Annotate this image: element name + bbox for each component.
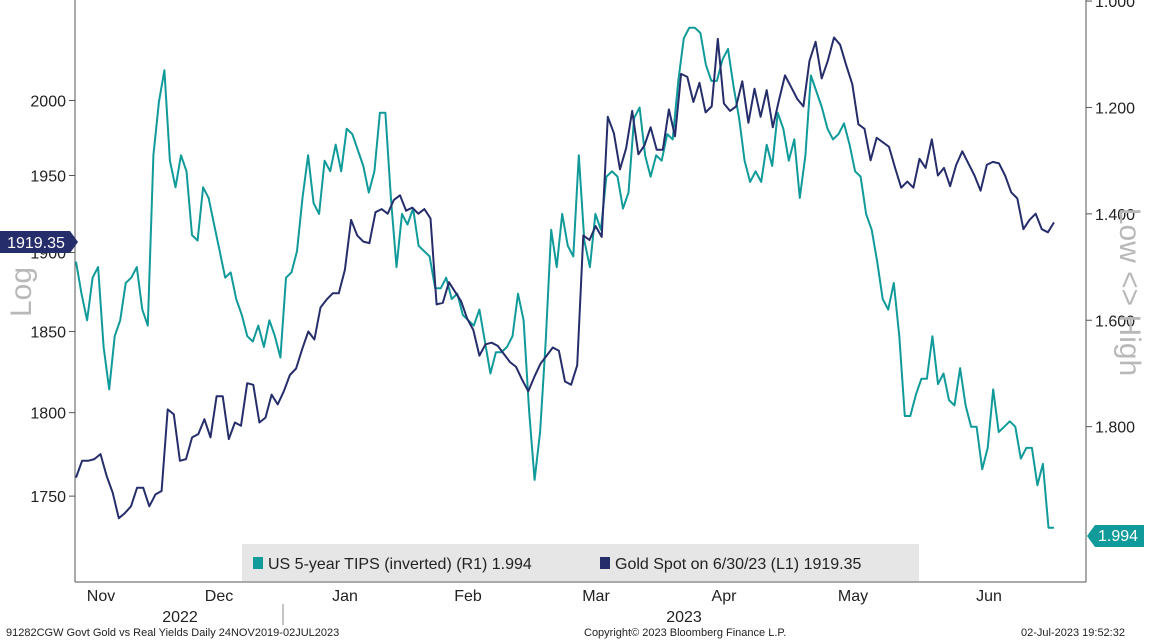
legend-background	[242, 544, 919, 581]
right-tick-label: 1.200	[1095, 100, 1135, 117]
right-tick-label: 1.800	[1095, 420, 1135, 437]
legend-label-gold: Gold Spot on 6/30/23 (L1) 1919.35	[615, 556, 862, 573]
x-month-label: Mar	[582, 588, 610, 605]
left-tick-label: 1850	[30, 324, 66, 341]
footer-copyright: Copyright© 2023 Bloomberg Finance L.P.	[584, 627, 787, 639]
left-last-value-tag: 1919.35	[0, 231, 78, 253]
right-tick-label: 1.400	[1095, 207, 1135, 224]
legend-label-tips: US 5-year TIPS (inverted) (R1) 1.994	[268, 556, 532, 573]
footer-source: 91282CGW Govt Gold vs Real Yields Daily …	[6, 627, 340, 639]
left-tick-label: 1950	[30, 169, 66, 186]
legend-swatch-gold	[600, 557, 610, 569]
left-tick-label: 1800	[30, 406, 66, 423]
right-axis-title: Low <> High	[1113, 208, 1146, 376]
left-axis-title: Log	[5, 267, 38, 317]
right-tick-label: 1.000	[1095, 0, 1135, 11]
x-month-label: Apr	[712, 588, 738, 605]
right-tag-text: 1.994	[1098, 528, 1138, 545]
left-tick-label: 2000	[30, 93, 66, 110]
gold-series-line	[75, 36, 1055, 520]
left-tag-text: 1919.35	[7, 235, 65, 252]
x-month-label: Jun	[976, 588, 1002, 605]
x-axis-ticks: Nov Dec Jan Feb Mar Apr May Jun 2022 2023	[87, 588, 1002, 626]
right-tick-label: 1.600	[1095, 313, 1135, 330]
right-last-value-tag: 1.994	[1087, 525, 1144, 547]
right-tag-background	[1087, 525, 1144, 547]
x-month-label: Jan	[332, 588, 358, 605]
x-month-label: Dec	[205, 588, 233, 605]
x-year-label: 2022	[162, 609, 198, 626]
right-axis-ticks: 1.000 1.200 1.400 1.600 1.800	[1086, 0, 1135, 437]
x-year-label: 2023	[666, 609, 702, 626]
series-layer	[75, 26, 1055, 529]
x-month-label: May	[838, 588, 868, 605]
footer-timestamp: 02-Jul-2023 19:52:32	[1021, 627, 1125, 639]
left-tick-label: 1750	[30, 489, 66, 506]
x-month-label: Nov	[87, 588, 115, 605]
legend: US 5-year TIPS (inverted) (R1) 1.994 Gol…	[242, 544, 919, 581]
x-month-label: Feb	[454, 588, 482, 605]
legend-swatch-tips	[253, 557, 263, 569]
tips-series-line	[75, 26, 1054, 529]
left-tag-background	[0, 231, 78, 253]
